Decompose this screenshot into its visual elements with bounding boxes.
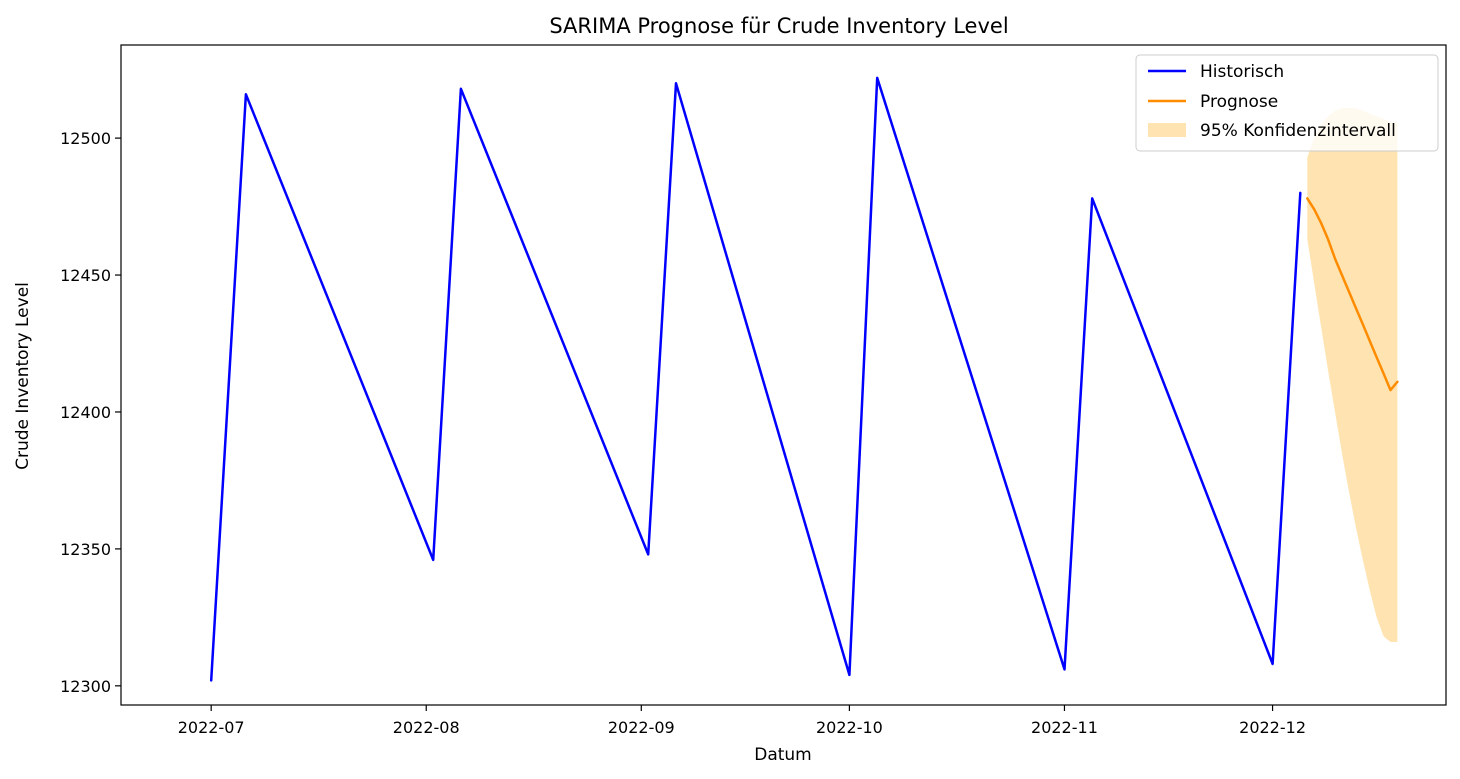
series-line-prognose — [1306, 197, 1399, 392]
plot-frame — [120, 44, 1447, 706]
y-tick-label: 12400 — [60, 403, 111, 422]
series-layer — [209, 76, 1399, 682]
y-axis-label: Crude Inventory Level — [13, 282, 33, 470]
legend-label-prognose: Prognose — [1200, 92, 1278, 112]
x-tick-label: 2022-11 — [1031, 718, 1098, 737]
y-tick-label: 12350 — [60, 540, 111, 559]
x-tick-label: 2022-12 — [1239, 718, 1306, 737]
y-tick-label: 12300 — [60, 677, 111, 696]
x-axis-label: Datum — [754, 745, 812, 765]
legend-label-historisch: Historisch — [1200, 62, 1284, 82]
x-tick-label: 2022-10 — [816, 718, 883, 737]
x-tick-label: 2022-08 — [393, 718, 460, 737]
legend-label-konfidenzintervall: 95% Konfidenzintervall — [1200, 121, 1396, 141]
y-tick-label: 12500 — [60, 129, 111, 148]
x-tick-label: 2022-07 — [178, 718, 245, 737]
series-line-historisch — [209, 76, 1302, 682]
chart-title: SARIMA Prognose für Crude Inventory Leve… — [549, 14, 1008, 38]
y-axis-ticks: 12300 12350 12400 12450 12500 — [60, 129, 121, 696]
legend-box — [1135, 54, 1439, 152]
legend-swatch-konfidenzintervall — [1148, 123, 1186, 137]
y-tick-label: 12450 — [60, 266, 111, 285]
x-tick-label: 2022-09 — [608, 718, 675, 737]
x-axis-ticks: 2022-07 2022-08 2022-09 2022-10 2022-11 2022-… — [178, 705, 1306, 737]
legend: Historisch Prognose 95% Konfidenzinterva… — [1135, 54, 1439, 152]
